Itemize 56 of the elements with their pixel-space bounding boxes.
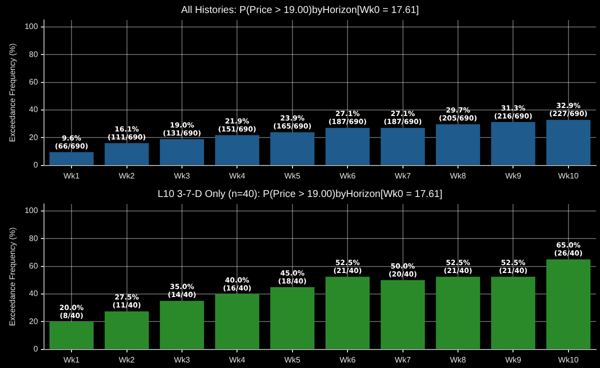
bar	[380, 128, 425, 165]
bar	[380, 280, 425, 349]
bar	[215, 135, 260, 165]
x-tick-label: Wk1	[64, 355, 80, 364]
x-tick-label: Wk1	[64, 171, 80, 180]
y-tick-label: 80	[29, 234, 38, 243]
chart-title: All Histories: P(Price > 19.00)byHorizon[Wk0 = 17.61]	[181, 4, 420, 16]
x-tick-label: Wk3	[174, 171, 191, 180]
x-tick-label: Wk5	[284, 171, 301, 180]
x-tick-label: Wk6	[340, 171, 356, 180]
bar	[104, 311, 149, 349]
x-tick-label: Wk10	[558, 355, 580, 364]
bar	[546, 120, 590, 165]
x-tick-label: Wk9	[505, 171, 522, 180]
bar	[215, 294, 260, 349]
y-tick-label: 60	[29, 262, 38, 271]
bar	[436, 276, 480, 349]
x-tick-label: Wk5	[284, 355, 301, 364]
x-tick-label: Wk7	[394, 171, 412, 180]
x-tick-label: Wk10	[558, 171, 580, 180]
bar	[325, 276, 370, 349]
y-tick-label: 60	[29, 78, 38, 87]
y-tick-label: 40	[29, 105, 38, 114]
x-tick-label: Wk4	[229, 171, 246, 180]
x-tick-label: Wk8	[450, 171, 467, 180]
x-tick-label: Wk9	[505, 355, 522, 364]
x-tick-label: Wk3	[174, 355, 191, 364]
bar	[49, 152, 94, 165]
bar	[491, 122, 536, 165]
bar	[104, 143, 149, 165]
bar	[160, 139, 204, 165]
y-tick-label: 0	[33, 344, 38, 354]
y-tick-label: 40	[29, 289, 38, 298]
bar	[160, 300, 204, 349]
bar	[270, 132, 314, 165]
bar	[270, 287, 314, 349]
x-tick-label: Wk6	[340, 355, 356, 364]
x-tick-label: Wk2	[118, 355, 136, 364]
bar	[49, 322, 94, 349]
y-axis-title: Exceedance Frequency (%)	[8, 227, 18, 326]
chart-title: L10 3-7-D Only (n=40): P(Price > 19.00)byHorizon[Wk0 = 17.61]	[158, 188, 443, 200]
x-tick-label: Wk2	[118, 171, 136, 180]
x-tick-label: Wk8	[450, 355, 467, 364]
y-tick-label: 20	[29, 316, 38, 326]
x-tick-label: Wk7	[394, 355, 412, 364]
y-tick-label: 0	[33, 160, 38, 170]
bar	[491, 276, 536, 349]
y-tick-label: 80	[29, 50, 38, 59]
bar	[325, 128, 370, 165]
bar	[546, 259, 590, 349]
bar	[436, 124, 480, 165]
y-axis-title: Exceedance Frequency (%)	[8, 43, 18, 142]
y-tick-label: 100	[24, 22, 38, 32]
y-tick-label: 20	[29, 132, 38, 142]
y-tick-label: 100	[24, 206, 38, 216]
x-tick-label: Wk4	[229, 355, 246, 364]
